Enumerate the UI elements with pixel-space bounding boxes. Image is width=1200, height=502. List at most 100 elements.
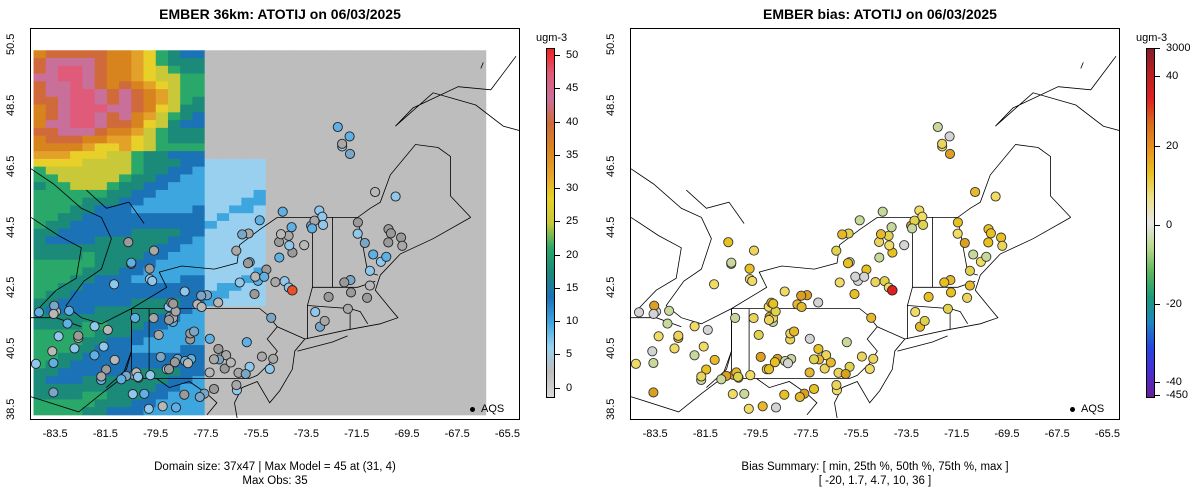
boundary-line bbox=[307, 217, 313, 339]
aqs-site-marker bbox=[850, 271, 861, 282]
grid-cell bbox=[131, 89, 144, 98]
grid-cell bbox=[400, 267, 413, 276]
aqs-site-marker bbox=[631, 358, 641, 369]
grid-cell bbox=[265, 345, 279, 354]
grid-cell bbox=[131, 120, 144, 129]
grid-cell bbox=[388, 220, 401, 230]
grid-cell bbox=[290, 306, 303, 315]
colorbar-tick-label: 40 bbox=[1166, 70, 1179, 82]
aqs-site-marker bbox=[344, 131, 355, 142]
grid-cell bbox=[473, 244, 487, 253]
aqs-site-marker bbox=[390, 191, 401, 202]
grid-cell bbox=[94, 135, 108, 144]
grid-cell bbox=[229, 120, 242, 129]
grid-cell bbox=[94, 127, 108, 137]
grid-cell bbox=[326, 376, 340, 385]
grid-cell bbox=[278, 368, 291, 377]
grid-cell bbox=[351, 329, 364, 338]
boundary-line bbox=[31, 144, 471, 325]
grid-cell bbox=[449, 259, 462, 268]
grid-cell bbox=[253, 329, 267, 338]
grid-cell bbox=[143, 283, 157, 292]
grid-cell bbox=[400, 220, 413, 230]
grid-cell bbox=[155, 104, 169, 113]
grid-cell bbox=[363, 345, 377, 354]
grid-cell bbox=[45, 182, 59, 191]
grid-cell bbox=[216, 244, 230, 253]
aqs-site-marker bbox=[698, 341, 709, 352]
grid-cell bbox=[461, 220, 474, 230]
grid-cell bbox=[180, 174, 193, 183]
grid-cell bbox=[70, 360, 83, 369]
grid-cell bbox=[82, 337, 96, 346]
grid-cell bbox=[412, 407, 426, 416]
y-tick-label: 38.5 bbox=[605, 398, 617, 420]
aqs-site-marker bbox=[196, 301, 207, 313]
grid-cell bbox=[119, 391, 132, 400]
grid-cell bbox=[82, 220, 96, 230]
grid-cell bbox=[388, 182, 401, 191]
grid-cell bbox=[216, 329, 230, 338]
grid-cell bbox=[192, 197, 206, 206]
grid-cell bbox=[229, 89, 242, 98]
grid-cell bbox=[216, 228, 230, 237]
x-tick-label: -79.5 bbox=[143, 428, 169, 440]
grid-cell bbox=[400, 283, 413, 292]
grid-cell bbox=[253, 127, 267, 137]
grid-cell bbox=[436, 391, 450, 400]
grid-cell bbox=[449, 329, 462, 338]
aqs-site-marker bbox=[808, 383, 820, 395]
grid-cell bbox=[339, 314, 352, 323]
aqs-site-marker bbox=[808, 354, 820, 365]
boundary-line bbox=[297, 335, 348, 352]
grid-cell bbox=[473, 376, 487, 385]
grid-cell bbox=[180, 96, 193, 105]
grid-cell bbox=[57, 337, 71, 346]
bias-panel: EMBER bias: ATOTIJ on 06/03/2025 50.5 48.… bbox=[600, 0, 1200, 502]
grid-cell bbox=[375, 81, 389, 90]
grid-cell bbox=[424, 104, 438, 113]
grid-cell bbox=[45, 244, 59, 253]
aqs-site-marker bbox=[842, 258, 854, 269]
grid-cell bbox=[375, 376, 389, 385]
right-map-frame bbox=[630, 28, 1120, 420]
grid-cell bbox=[473, 228, 487, 237]
grid-cell bbox=[339, 182, 352, 191]
grid-cell bbox=[82, 376, 96, 385]
aqs-site-marker bbox=[945, 287, 957, 298]
grid-cell bbox=[94, 120, 108, 129]
grid-cell bbox=[388, 306, 401, 315]
grid-cell bbox=[204, 283, 218, 292]
aqs-site-marker bbox=[148, 245, 160, 256]
grid-cell bbox=[143, 182, 157, 191]
grid-cell bbox=[216, 290, 230, 299]
grid-cell bbox=[94, 73, 108, 82]
grid-cell bbox=[436, 143, 450, 152]
grid-cell bbox=[314, 143, 328, 152]
grid-cell bbox=[119, 283, 132, 292]
grid-cell bbox=[473, 283, 487, 292]
grid-cell bbox=[314, 337, 328, 346]
grid-cell bbox=[33, 275, 47, 284]
aqs-site-marker bbox=[359, 237, 370, 249]
grid-cell bbox=[265, 251, 279, 261]
grid-cell bbox=[57, 166, 71, 175]
grid-cell bbox=[167, 58, 181, 67]
grid-cell bbox=[143, 81, 157, 90]
grid-cell bbox=[412, 236, 426, 245]
grid-cell bbox=[375, 352, 389, 362]
aqs-site-marker bbox=[169, 357, 180, 368]
boundary-line bbox=[86, 189, 145, 224]
grid-cell bbox=[278, 345, 291, 354]
aqs-site-marker bbox=[231, 380, 242, 391]
aqs-site-marker bbox=[96, 371, 107, 382]
colorbar-tick-mark bbox=[555, 154, 560, 156]
aqs-site-marker bbox=[170, 402, 182, 413]
grid-cell bbox=[45, 236, 59, 245]
grid-cell bbox=[155, 345, 169, 354]
grid-cell bbox=[57, 96, 71, 105]
aqs-site-marker bbox=[337, 138, 348, 149]
grid-cell bbox=[265, 166, 279, 175]
grid-cell bbox=[229, 236, 242, 245]
grid-cell bbox=[57, 127, 71, 137]
